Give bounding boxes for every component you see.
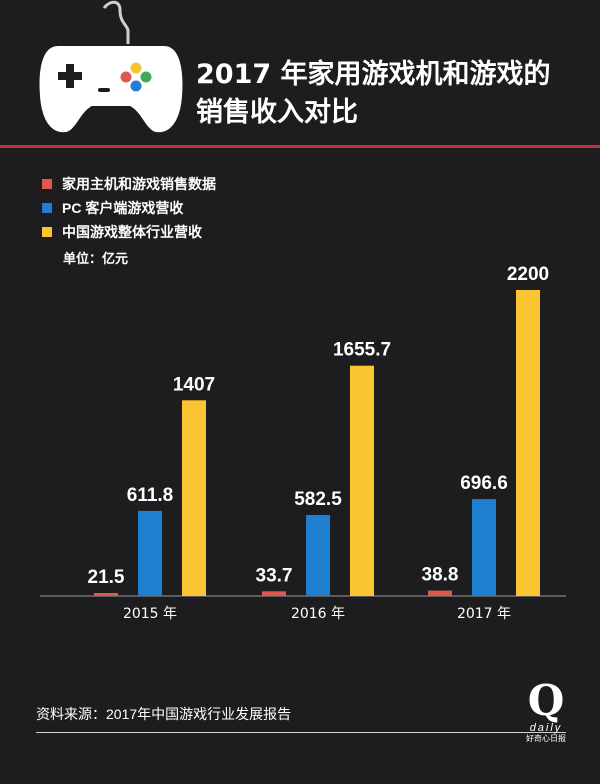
bar-pc-2 [306,514,330,596]
bar-total-1 [182,400,206,596]
bar-total-2 [350,365,374,596]
bar-pc-1 [138,510,162,596]
logo-cn: 好奇心日报 [526,734,566,743]
x-tick-label-2: 2016 年 [291,606,345,622]
bar-console-2 [262,591,286,596]
legend-label-total: 中国游戏整体行业营收 [62,224,202,240]
legend-item-console: 家用主机和游戏销售数据 [42,172,216,196]
bar-chart: 21.5 611.8 1407 2015 年 33.7 582.5 1655.7 2016 年… [40,264,566,622]
legend-label-console: 家用主机和游戏销售数据 [62,176,216,192]
data-label-total-3: 2200 [507,264,549,285]
bar-pc-3 [472,499,496,596]
legend-swatch-pc [42,203,52,213]
x-tick-label-1: 2015 年 [123,606,177,622]
legend-swatch-console [42,179,52,189]
page-title: 2017 年家用游戏机和游戏的销售收入对比 [196,59,551,128]
x-tick-label-3: 2017 年 [457,606,511,622]
data-label-pc-2: 582.5 [294,489,342,510]
bar-total-3 [516,290,540,596]
legend-label-pc: PC 客户端游戏营收 [62,200,184,216]
data-label-total-1: 1407 [173,374,215,395]
qdaily-logo: Q daily 好奇心日报 [516,680,576,744]
bar-console-3 [428,590,452,596]
data-label-console-2: 33.7 [256,565,293,586]
bar-console-1 [94,593,118,596]
legend-item-pc: PC 客户端游戏营收 [42,196,216,220]
logo-word: daily [529,722,563,734]
data-label-pc-1: 611.8 [127,485,174,506]
footer-divider [36,732,566,733]
logo-letter: Q [527,676,565,725]
game-controller-icon [39,0,183,133]
data-label-console-3: 38.8 [422,565,459,586]
title-divider [0,145,600,148]
data-label-total-2: 1655.7 [333,340,391,361]
source-note: 资料来源：2017年中国游戏行业发展报告 [36,706,292,722]
unit-label: 单位：亿元 [63,251,129,266]
legend-swatch-total [42,227,52,237]
legend-item-total: 中国游戏整体行业营收 [42,220,216,244]
header: 2017 年家用游戏机和游戏的销售收入对比 [0,0,600,148]
legend: 家用主机和游戏销售数据 PC 客户端游戏营收 中国游戏整体行业营收 [42,172,216,244]
data-label-console-1: 21.5 [88,567,125,588]
data-label-pc-3: 696.6 [460,473,508,494]
